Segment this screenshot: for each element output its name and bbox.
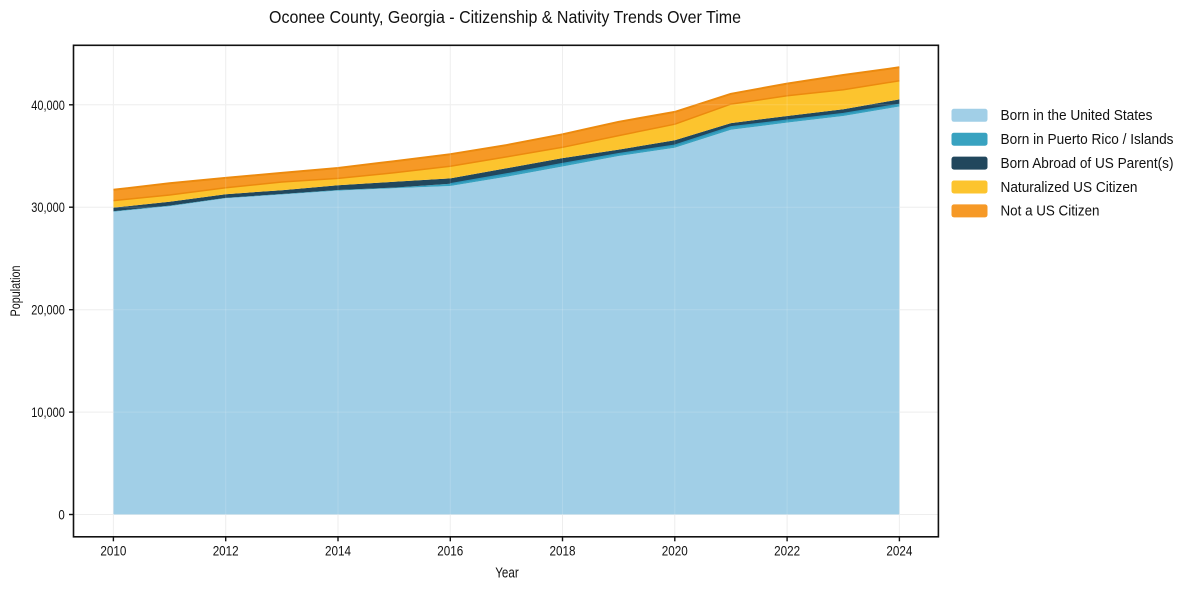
svg-text:0: 0	[58, 507, 65, 523]
svg-text:10,000: 10,000	[31, 404, 65, 420]
svg-text:Born Abroad of US Parent(s): Born Abroad of US Parent(s)	[1001, 155, 1174, 172]
svg-text:2024: 2024	[886, 543, 912, 559]
svg-text:20,000: 20,000	[31, 302, 65, 318]
svg-text:2010: 2010	[100, 543, 126, 559]
svg-text:40,000: 40,000	[31, 97, 65, 113]
svg-text:2012: 2012	[213, 543, 239, 559]
svg-text:2020: 2020	[662, 543, 688, 559]
svg-text:Population: Population	[8, 266, 23, 317]
svg-text:2022: 2022	[774, 543, 800, 559]
svg-text:Not a US Citizen: Not a US Citizen	[1001, 203, 1100, 220]
svg-text:30,000: 30,000	[31, 199, 65, 215]
svg-text:Naturalized US Citizen: Naturalized US Citizen	[1001, 179, 1138, 196]
svg-text:Born in Puerto Rico / Islands: Born in Puerto Rico / Islands	[1001, 131, 1174, 148]
svg-text:Born in the United States: Born in the United States	[1001, 107, 1153, 124]
svg-text:2018: 2018	[550, 543, 576, 559]
svg-text:Oconee County, Georgia - Citiz: Oconee County, Georgia - Citizenship & N…	[269, 7, 741, 27]
svg-text:Year: Year	[495, 566, 519, 582]
svg-text:2016: 2016	[437, 543, 463, 559]
svg-text:2014: 2014	[325, 543, 351, 559]
